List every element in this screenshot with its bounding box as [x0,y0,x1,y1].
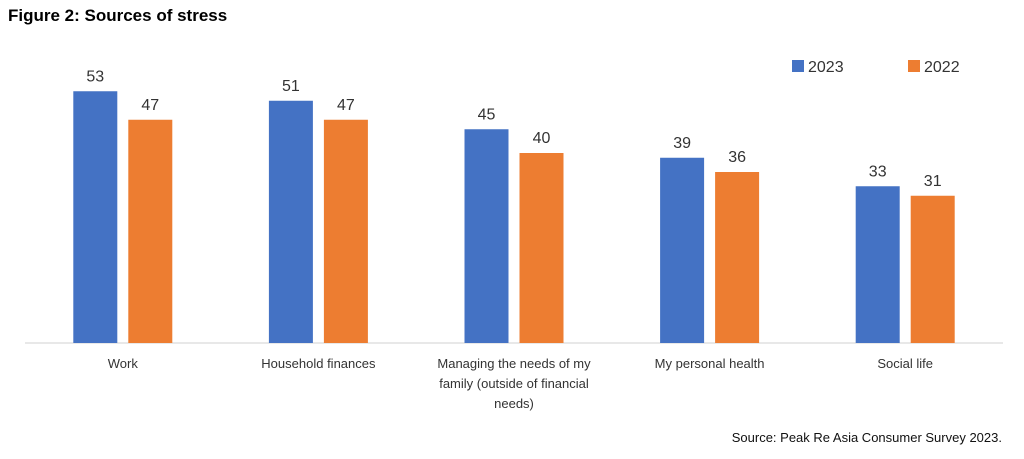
legend-swatch-2022 [908,60,920,72]
bar-2022-0 [128,119,173,343]
category-label-2-line-2: needs) [494,396,534,411]
bar-2023-0 [73,91,118,343]
data-label-2022-1: 47 [337,97,355,114]
bar-2023-2 [464,129,509,343]
category-label-4: Social life [877,356,933,371]
bar-2022-3 [715,172,760,343]
bar-2023-3 [660,157,705,343]
bar-2022-2 [519,153,564,343]
category-label-1: Household finances [261,356,376,371]
data-label-2022-3: 36 [728,149,746,166]
legend-label-2022: 2022 [924,59,960,76]
legend-label-2023: 2023 [808,59,844,76]
data-label-2023-2: 45 [478,106,496,123]
figure-title: Figure 2: Sources of stress [8,6,228,25]
data-label-2023-3: 39 [673,135,691,152]
category-label-2-line-0: Managing the needs of my [437,356,591,371]
data-label-2023-0: 53 [86,68,104,85]
bar-2022-1 [323,119,368,343]
category-label-3: My personal health [655,356,765,371]
legend-swatch-2023 [792,60,804,72]
data-label-2022-0: 47 [141,97,159,114]
bar-2023-4 [855,186,900,343]
data-label-2022-4: 31 [924,173,942,190]
source-note: Source: Peak Re Asia Consumer Survey 202… [731,430,1002,445]
category-label-2-line-1: family (outside of financial [439,376,589,391]
category-label-0: Work [108,356,139,371]
bar-2023-1 [268,100,313,343]
bar-2022-4 [910,195,955,343]
data-label-2023-1: 51 [282,78,300,95]
data-label-2023-4: 33 [869,163,887,180]
data-label-2022-2: 40 [533,130,551,147]
